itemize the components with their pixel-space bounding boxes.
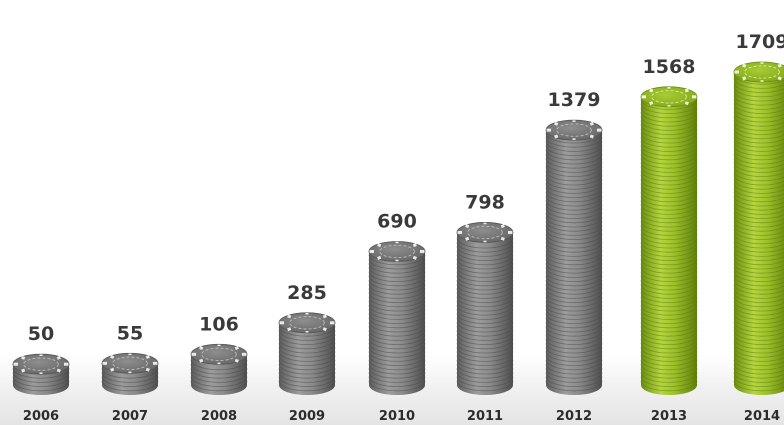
chip-edge-stripes-2007 — [102, 353, 158, 374]
year-label-2014: 2014 — [744, 409, 780, 424]
chip-inner-ring-2008 — [201, 347, 237, 361]
stack-2009 — [278, 312, 336, 395]
chip-top-2014 — [733, 61, 784, 83]
chip-lines-2007 — [101, 368, 159, 392]
chip-inner-ring-2009 — [289, 316, 325, 330]
value-label-2013: 1568 — [643, 56, 696, 78]
year-label-2008: 2008 — [201, 409, 237, 424]
year-label-2009: 2009 — [289, 409, 325, 424]
chip-inner-ring-2010 — [379, 244, 415, 259]
bar-2011 — [457, 232, 513, 395]
chip-edge-stripes-2013 — [641, 87, 697, 107]
stack-2008 — [190, 343, 248, 395]
chip-edge-stripes-2006 — [13, 354, 69, 374]
chip-top-2011 — [456, 222, 514, 243]
value-label-2011: 798 — [465, 191, 505, 213]
chip-top-2010 — [368, 241, 426, 262]
chip-lines-2008 — [190, 359, 248, 392]
year-label-2012: 2012 — [556, 409, 592, 424]
chip-inner-ring-2013 — [651, 90, 687, 104]
chip-lines-2006 — [12, 368, 70, 392]
value-label-2007: 55 — [117, 322, 143, 344]
chip-lines-2012 — [545, 132, 603, 392]
chip-edge-stripes-2011 — [457, 222, 513, 243]
chip-lines-2011 — [456, 237, 514, 392]
year-label-2006: 2006 — [23, 409, 59, 424]
bar-2008 — [191, 354, 247, 395]
value-label-2009: 285 — [287, 282, 327, 304]
chip-lines-2010 — [368, 254, 426, 392]
chip-top-2009 — [278, 312, 336, 334]
year-label-2013: 2013 — [651, 409, 687, 424]
value-label-2010: 690 — [377, 210, 417, 232]
chip-edge-stripes-2010 — [369, 241, 425, 262]
chip-top-2006 — [12, 353, 70, 375]
chip-edge-stripes-2009 — [279, 313, 335, 333]
chart-marks: 50 2006 55 2007 106 2008 285 2009 690 2010 798 2011… — [12, 31, 784, 424]
value-label-2012: 1379 — [548, 89, 601, 111]
chip-inner-ring-2014 — [744, 65, 780, 79]
chip-top-2008 — [190, 343, 248, 365]
chip-inner-ring-2006 — [23, 357, 59, 371]
stack-2011 — [456, 222, 514, 395]
value-label-2006: 50 — [28, 323, 54, 345]
stack-2006 — [12, 353, 70, 395]
chip-edge-stripes-2012 — [546, 120, 602, 140]
chip-top-2012 — [545, 119, 603, 141]
stack-2010 — [368, 241, 426, 395]
chip-top-2013 — [640, 86, 698, 108]
chip-inner-ring-2011 — [467, 225, 503, 240]
year-label-2007: 2007 — [112, 409, 148, 424]
stack-2007 — [101, 352, 159, 395]
value-label-2008: 106 — [199, 313, 239, 335]
chip-edge-stripes-2008 — [191, 344, 247, 365]
chip-lines-2014 — [733, 74, 784, 392]
chip-inner-ring-2007 — [112, 356, 148, 370]
stack-2014 — [733, 61, 784, 395]
value-label-2014: 1709 — [736, 31, 784, 53]
chip-inner-ring-2012 — [556, 123, 592, 137]
chip-lines-2013 — [640, 99, 698, 392]
chip-edge-stripes-2014 — [734, 62, 782, 82]
year-label-2010: 2010 — [379, 409, 415, 424]
stack-2013 — [640, 86, 698, 395]
chip-top-2007 — [101, 352, 159, 374]
year-label-2011: 2011 — [467, 409, 503, 424]
chip-lines-2009 — [278, 326, 336, 392]
stack-2012 — [545, 119, 603, 395]
